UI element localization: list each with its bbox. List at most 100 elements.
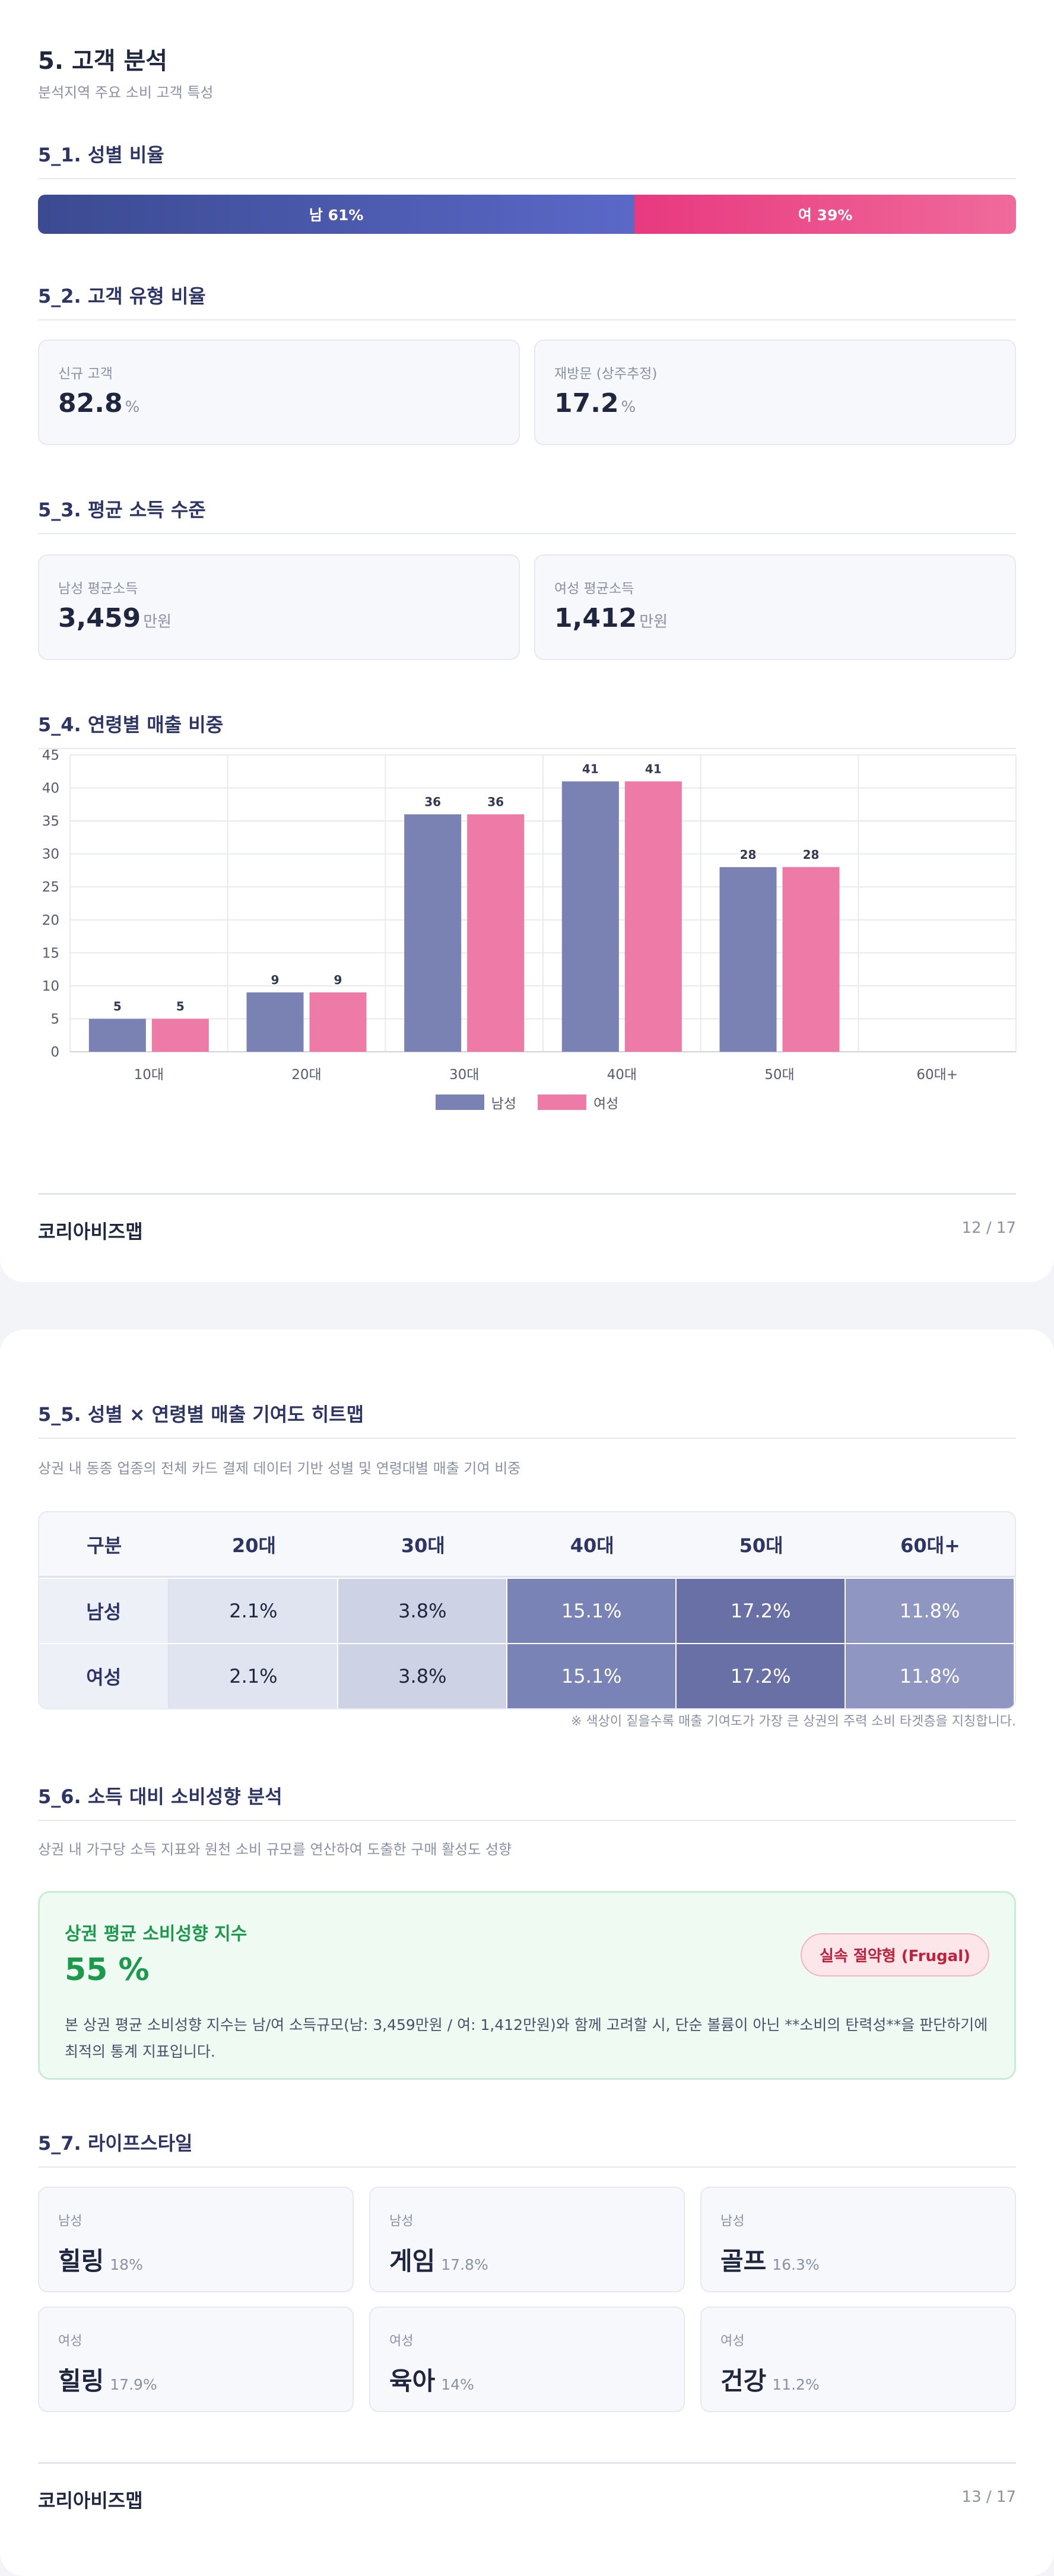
- bar-male: [404, 814, 462, 1052]
- data-label: 41: [582, 762, 599, 776]
- heatmap-cell: 17.2%: [677, 1644, 846, 1708]
- lifestyle-gender: 여성: [389, 2334, 414, 2349]
- report-page-12: 5. 고객 분석 분석지역 주요 소비 고객 특성 5_1. 성별 비율 남 6…: [0, 0, 1054, 1282]
- section-title: 5. 고객 분석: [38, 47, 168, 75]
- consumption-index-title: 상권 평균 소비성향 지수: [65, 1924, 247, 1944]
- bar-female: [309, 992, 367, 1052]
- lifestyle-card: 여성 힐링 17.9%: [38, 2307, 354, 2412]
- lifestyle-percent: 16.3%: [772, 2256, 820, 2273]
- bar-male: [719, 867, 777, 1052]
- customer-type-heading: 5_2. 고객 유형 비율: [38, 281, 1016, 321]
- heatmap-row-label: 남성: [39, 1579, 170, 1643]
- section-subtitle: 분석지역 주요 소비 고객 특성: [38, 84, 214, 101]
- x-tick-label: 10대: [134, 1067, 164, 1080]
- footer-brand: 코리아비즈맵: [38, 1220, 143, 1243]
- heatmap-cell: 3.8%: [338, 1579, 508, 1643]
- bar-male: [246, 992, 304, 1052]
- y-tick-label: 25: [42, 880, 59, 895]
- lifestyle-percent: 11.2%: [772, 2376, 820, 2393]
- lifestyle-gender: 여성: [58, 2334, 82, 2349]
- consumption-type-badge: 실속 절약형 (Frugal): [801, 1933, 989, 1977]
- heatmap-cell: 11.8%: [846, 1579, 1015, 1643]
- bar-male: [88, 1019, 146, 1052]
- male-income-label: 남성 평균소득: [58, 581, 138, 597]
- heatmap-header-cell: 30대: [401, 1534, 445, 1557]
- legend-label-male: 남성: [491, 1096, 516, 1112]
- lifestyle-gender: 남성: [58, 2214, 82, 2229]
- heatmap-header-cell: 20대: [231, 1534, 276, 1557]
- lifestyle-name: 힐링 18%: [58, 2247, 143, 2276]
- heatmap-note: ※ 색상이 짙을수록 매출 기여도가 가장 큰 상권의 주력 소비 타겟층을 지…: [570, 1714, 1016, 1729]
- male-income-card: 남성 평균소득 3,459 만원: [38, 554, 520, 660]
- gender-ratio-heading: 5_1. 성별 비율: [38, 140, 1016, 179]
- lifestyle-card: 남성 게임 17.8%: [369, 2187, 685, 2292]
- footer-divider: [38, 1193, 1016, 1195]
- x-tick-label: 60대+: [916, 1067, 958, 1080]
- lifestyle-percent: 17.9%: [110, 2376, 157, 2393]
- male-income-value: 3,459 만원: [58, 603, 172, 633]
- bar-female: [624, 781, 682, 1052]
- footer-divider: [38, 2462, 1016, 2464]
- new-customer-label: 신규 고객: [58, 366, 113, 382]
- footer-page-number: 12 / 17: [961, 1219, 1016, 1237]
- heatmap-row-male: 남성 2.1% 3.8% 15.1% 17.2% 11.8%: [39, 1578, 1015, 1643]
- y-tick-label: 20: [42, 913, 59, 928]
- legend-item-male: 남성: [435, 1092, 516, 1112]
- heatmap-cell: 15.1%: [507, 1644, 677, 1708]
- heatmap-header-cell: 40대: [570, 1534, 614, 1557]
- data-label: 9: [334, 973, 342, 987]
- age-sales-chart: 0 5 10 15 20 25 30 35 40 45 5 5 10대 9 9 20대 36 36 30대 41 41 4…: [42, 748, 1017, 1080]
- bar-female: [467, 814, 525, 1052]
- heatmap-cell: 2.1%: [169, 1579, 339, 1643]
- income-unit: 만원: [639, 613, 668, 631]
- consumption-description: 상권 내 가구당 소득 지표와 원천 소비 규모를 연산하여 도출한 구매 활성…: [38, 1841, 512, 1858]
- consumption-heading: 5_6. 소득 대비 소비성향 분석: [38, 1782, 1016, 1821]
- heatmap-cell: 17.2%: [677, 1579, 846, 1643]
- lifestyle-heading: 5_7. 라이프스타일: [38, 2128, 1016, 2168]
- heatmap-row-female: 여성 2.1% 3.8% 15.1% 17.2% 11.8%: [39, 1643, 1015, 1708]
- male-ratio-segment: 남 61%: [38, 195, 635, 234]
- income-heading: 5_3. 평균 소득 수준: [38, 495, 1016, 534]
- lifestyle-gender: 여성: [720, 2334, 745, 2349]
- y-tick-label: 45: [42, 748, 59, 763]
- report-page-13: 5_5. 성별 × 연령별 매출 기여도 히트맵 상권 내 동종 업종의 전체 …: [0, 1330, 1054, 2576]
- heatmap-header-cell: 60대+: [900, 1534, 960, 1557]
- female-income-value: 1,412 만원: [554, 603, 668, 633]
- heatmap-header-cell: 50대: [739, 1534, 783, 1557]
- heatmap-cell: 15.1%: [507, 1579, 677, 1643]
- lifestyle-percent: 18%: [110, 2256, 143, 2273]
- percent-unit: %: [125, 398, 140, 416]
- heatmap-cell: 2.1%: [169, 1644, 339, 1708]
- lifestyle-gender: 남성: [389, 2214, 414, 2229]
- legend-item-female: 여성: [538, 1092, 618, 1112]
- heatmap-cell: 11.8%: [846, 1644, 1015, 1708]
- lifestyle-percent: 14%: [441, 2376, 474, 2393]
- gender-ratio-bar: 남 61% 여 39%: [38, 195, 1016, 234]
- footer-page-number: 13 / 17: [961, 2488, 1016, 2506]
- data-label: 5: [176, 999, 185, 1013]
- revisit-customer-card: 재방문 (상주추정) 17.2%: [534, 340, 1016, 445]
- lifestyle-card: 남성 골프 16.3%: [700, 2187, 1016, 2292]
- lifestyle-name: 골프 16.3%: [720, 2247, 820, 2276]
- heatmap-cell: 3.8%: [338, 1644, 508, 1708]
- lifestyle-card: 여성 건강 11.2%: [700, 2307, 1016, 2412]
- data-label: 9: [271, 973, 280, 987]
- bar-female: [151, 1019, 209, 1052]
- chart-legend: 남성 여성: [0, 1092, 1054, 1112]
- y-tick-label: 10: [42, 979, 59, 994]
- heatmap-description: 상권 내 동종 업종의 전체 카드 결제 데이터 기반 성별 및 연령대별 매출…: [38, 1460, 521, 1477]
- heatmap-table: 구분 20대 30대 40대 50대 60대+ 남성 2.1% 3.8% 15.…: [38, 1511, 1016, 1709]
- x-tick-label: 50대: [764, 1067, 794, 1080]
- legend-swatch-male: [435, 1095, 484, 1110]
- legend-label-female: 여성: [593, 1096, 619, 1112]
- consumption-index-value: 55 %: [65, 1952, 150, 1988]
- consumption-explanation: 본 상권 평균 소비성향 지수는 남/여 소득규모(남: 3,459만원 / 여…: [65, 2016, 988, 2060]
- lifestyle-card: 남성 힐링 18%: [38, 2187, 354, 2292]
- data-label: 41: [645, 762, 662, 776]
- lifestyle-gender: 남성: [720, 2214, 745, 2229]
- bar-female: [782, 867, 840, 1052]
- age-sales-heading: 5_4. 연령별 매출 비중: [38, 710, 1016, 749]
- income-unit: 만원: [143, 613, 172, 631]
- y-tick-label: 30: [42, 847, 59, 862]
- y-tick-label: 35: [42, 814, 59, 829]
